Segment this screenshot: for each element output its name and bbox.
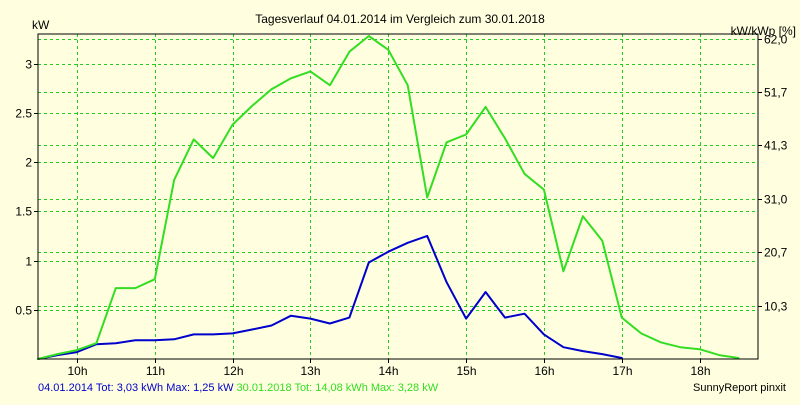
y-tick-label-right: 10,3 bbox=[764, 300, 788, 314]
series-layer bbox=[37, 35, 740, 360]
y-tick-label-left: 1 bbox=[25, 255, 32, 269]
y-tick-label-left: 2 bbox=[25, 156, 32, 170]
y-tick-label-right: 20,7 bbox=[764, 246, 788, 260]
series-line-1 bbox=[37, 234, 623, 360]
y-tick-label-left: 1.5 bbox=[15, 205, 32, 219]
y-tick-label-right: 31,0 bbox=[764, 193, 788, 207]
legend-series-2: 30.01.2018 Tot: 14,08 kWh Max: 3,28 kW bbox=[236, 382, 439, 394]
y-axis-label-right: kW/kWp [%] bbox=[731, 24, 796, 38]
y-tick-label-right: 62,0 bbox=[764, 33, 788, 47]
legend: 04.01.2014 Tot: 3,03 kWh Max: 1,25 kW 30… bbox=[38, 382, 438, 394]
plot-area bbox=[38, 34, 758, 359]
grid bbox=[38, 34, 758, 359]
legend-series-1: 04.01.2014 Tot: 3,03 kWh Max: 1,25 kW bbox=[38, 382, 234, 394]
y-tick-label-left: 0.5 bbox=[15, 304, 32, 318]
series-line-2 bbox=[37, 35, 740, 360]
chart-title: Tagesverlauf 04.01.2014 im Vergleich zum… bbox=[255, 12, 545, 26]
y-tick-label-left: 3 bbox=[25, 58, 32, 72]
x-tick-label: 18h bbox=[690, 364, 710, 378]
x-tick-label: 12h bbox=[223, 364, 243, 378]
x-tick-label: 14h bbox=[378, 364, 398, 378]
ticks-layer: 10h 11h 12h 13h 14h 15h 16h 17h 18h0.511.522.531… bbox=[15, 33, 787, 379]
credit-text: SunnyReport pinxit bbox=[693, 382, 786, 394]
x-tick-label: 11h bbox=[146, 364, 165, 378]
x-tick-label: 17h bbox=[612, 364, 632, 378]
y-tick-label-left: 2.5 bbox=[15, 107, 32, 121]
y-tick-label-right: 41,3 bbox=[764, 139, 788, 153]
y-axis-label-left: kW bbox=[32, 18, 50, 32]
x-tick-label: 10h bbox=[67, 364, 87, 378]
y-tick-label-right: 51,7 bbox=[764, 86, 788, 100]
plot-frame bbox=[37, 33, 759, 360]
x-tick-label: 13h bbox=[300, 364, 320, 378]
x-tick-label: 15h bbox=[456, 364, 476, 378]
x-tick-label: 16h bbox=[534, 364, 554, 378]
